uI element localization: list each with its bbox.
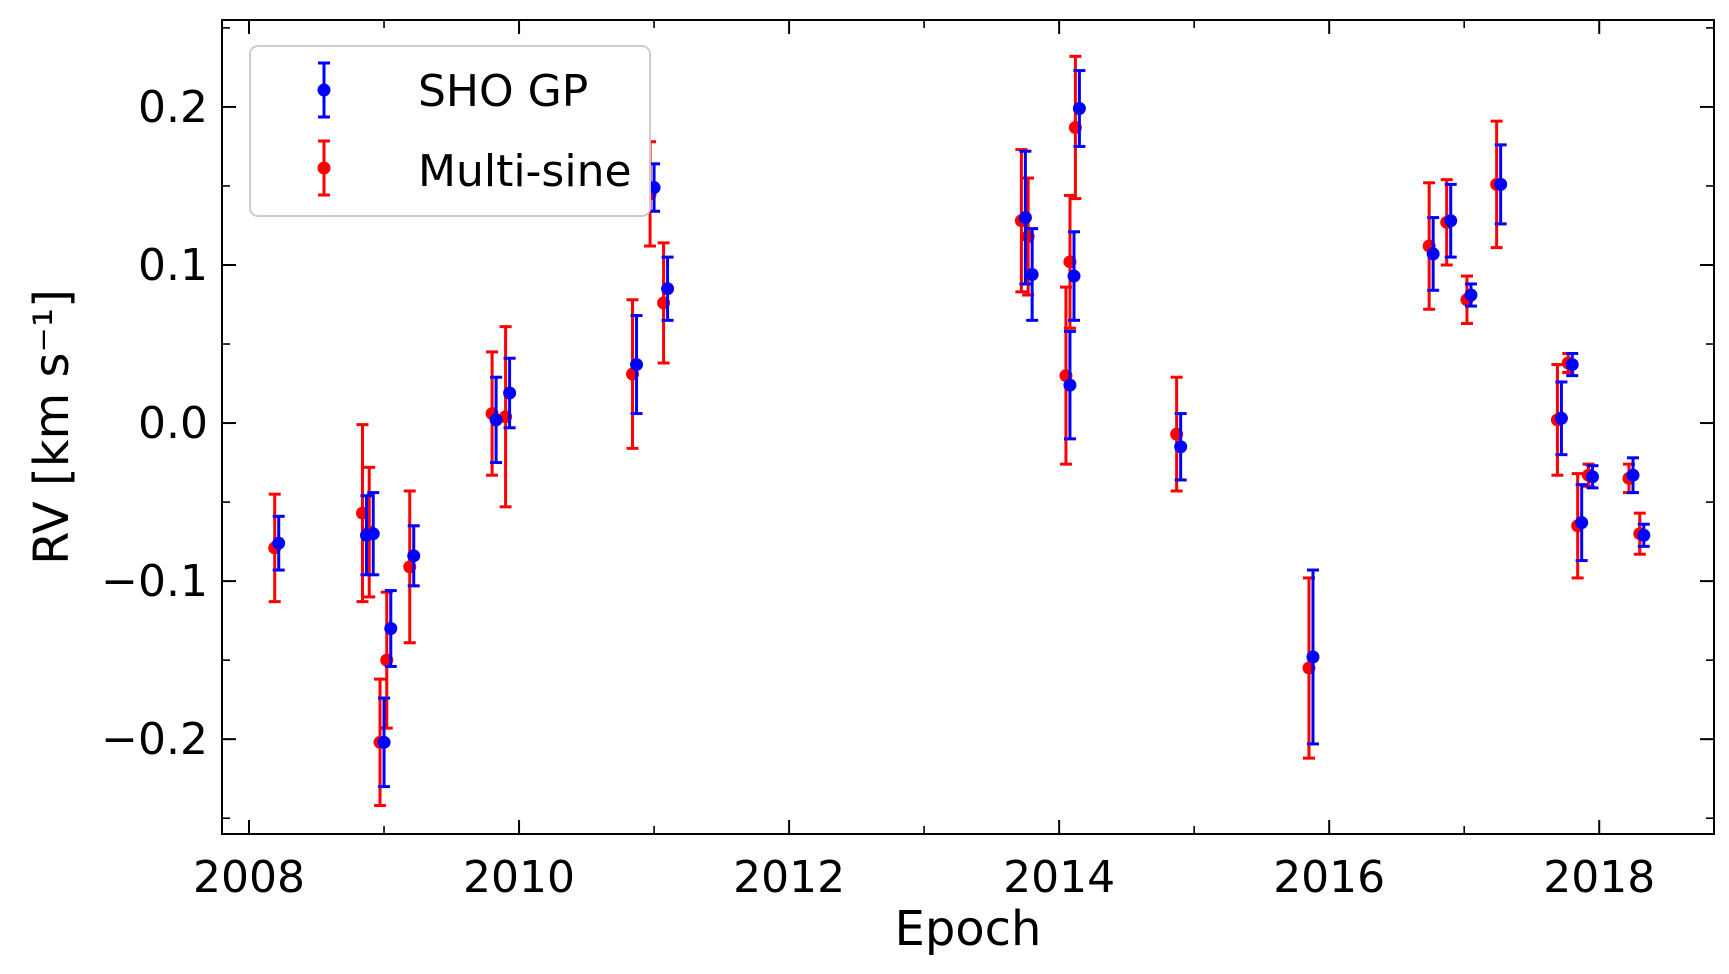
point-sho-gp-3 (377, 696, 391, 789)
point-sho-gp-13-marker (1063, 378, 1077, 392)
point-sho-gp-6-marker (489, 413, 503, 427)
point-sho-gp-16 (1174, 412, 1188, 482)
point-sho-gp-3-marker (377, 735, 391, 749)
legend-label-multi-sine: Multi-sine (418, 146, 632, 197)
x-tick-label: 2012 (733, 852, 845, 903)
point-sho-gp-23-marker (1565, 358, 1579, 372)
y-tick-label: −0.1 (101, 556, 208, 607)
point-sho-gp-22 (1554, 380, 1568, 457)
point-sho-gp-26-marker (1626, 468, 1640, 482)
point-multi-sine-18 (1422, 181, 1436, 311)
point-sho-gp-19-marker (1444, 214, 1458, 228)
data-marks (268, 54, 1651, 808)
point-sho-gp-13 (1063, 329, 1077, 441)
legend-errorbar-sho-gp-marker (317, 83, 331, 97)
point-sho-gp-10-marker (661, 282, 675, 296)
point-sho-gp-7-marker (503, 386, 517, 400)
x-axis-label: Epoch (895, 901, 1042, 957)
legend: SHO GP Multi-sine (249, 45, 651, 217)
point-sho-gp-14 (1067, 230, 1081, 322)
point-sho-gp-12-marker (1025, 267, 1039, 281)
point-sho-gp-5-marker (407, 549, 421, 563)
legend-errorbar-multi-sine (317, 139, 331, 197)
point-sho-gp-24 (1575, 483, 1589, 563)
y-tick-label: −0.2 (101, 714, 208, 765)
point-sho-gp-2 (366, 491, 380, 577)
point-sho-gp-25 (1585, 464, 1599, 490)
point-sho-gp-20 (1464, 282, 1478, 308)
x-tick-label: 2008 (193, 852, 305, 903)
y-tick-label: 0.2 (138, 82, 208, 133)
point-sho-gp-23 (1565, 352, 1579, 378)
point-sho-gp-26 (1626, 456, 1640, 495)
point-sho-gp-7 (503, 356, 517, 430)
point-sho-gp-4-marker (384, 622, 398, 636)
point-sho-gp-8 (630, 314, 644, 416)
legend-errorbar-sho-gp (317, 61, 331, 119)
y-tick-label: 0.0 (138, 398, 208, 449)
point-sho-gp-22-marker (1554, 411, 1568, 425)
point-sho-gp-18 (1426, 216, 1440, 292)
point-sho-gp-11-marker (1018, 211, 1032, 225)
point-sho-gp-10 (661, 255, 675, 322)
legend-frame (249, 45, 651, 217)
x-tick-label: 2016 (1273, 852, 1385, 903)
point-sho-gp-15 (1072, 69, 1086, 148)
point-sho-gp-4 (384, 589, 398, 668)
point-sho-gp-15-marker (1072, 102, 1086, 116)
point-sho-gp-21-marker (1494, 177, 1508, 191)
point-sho-gp-20-marker (1464, 288, 1478, 302)
point-sho-gp-6 (489, 375, 503, 465)
point-sho-gp-11 (1018, 149, 1032, 286)
x-tick-label: 2010 (463, 852, 575, 903)
point-sho-gp-27 (1637, 522, 1651, 548)
point-sho-gp-0-marker (272, 536, 286, 550)
axis-ticks: 2008 2010 2012 2014 2016 2018 −0.2 −0.1 0.0 0.1 0.… (101, 20, 1714, 903)
plot-frame (221, 19, 1715, 835)
point-sho-gp-19 (1444, 182, 1458, 259)
point-sho-gp-8-marker (630, 358, 644, 372)
legend-marker-multi-sine (317, 139, 331, 197)
point-sho-gp-16-marker (1174, 440, 1188, 454)
point-sho-gp-18-marker (1426, 247, 1440, 261)
legend-label-sho-gp: SHO GP (418, 66, 588, 117)
point-sho-gp-2-marker (366, 527, 380, 541)
point-sho-gp-12 (1025, 227, 1039, 322)
x-tick-label: 2018 (1543, 852, 1655, 903)
legend-marker-sho-gp (317, 61, 331, 119)
point-sho-gp-25-marker (1585, 470, 1599, 484)
point-sho-gp-14-marker (1067, 269, 1081, 283)
point-sho-gp-17-marker (1306, 650, 1320, 664)
legend-errorbar-multi-sine-marker (317, 161, 331, 175)
point-sho-gp-21 (1494, 143, 1508, 226)
point-sho-gp-0 (272, 514, 286, 572)
point-sho-gp-24-marker (1575, 516, 1589, 530)
y-tick-label: 0.1 (138, 240, 208, 291)
point-sho-gp-17 (1306, 568, 1320, 746)
y-axis-label: RV [km s⁻¹] (24, 289, 80, 565)
point-sho-gp-5 (407, 524, 421, 588)
x-tick-label: 2014 (1003, 852, 1115, 903)
point-sho-gp-27-marker (1637, 528, 1651, 542)
